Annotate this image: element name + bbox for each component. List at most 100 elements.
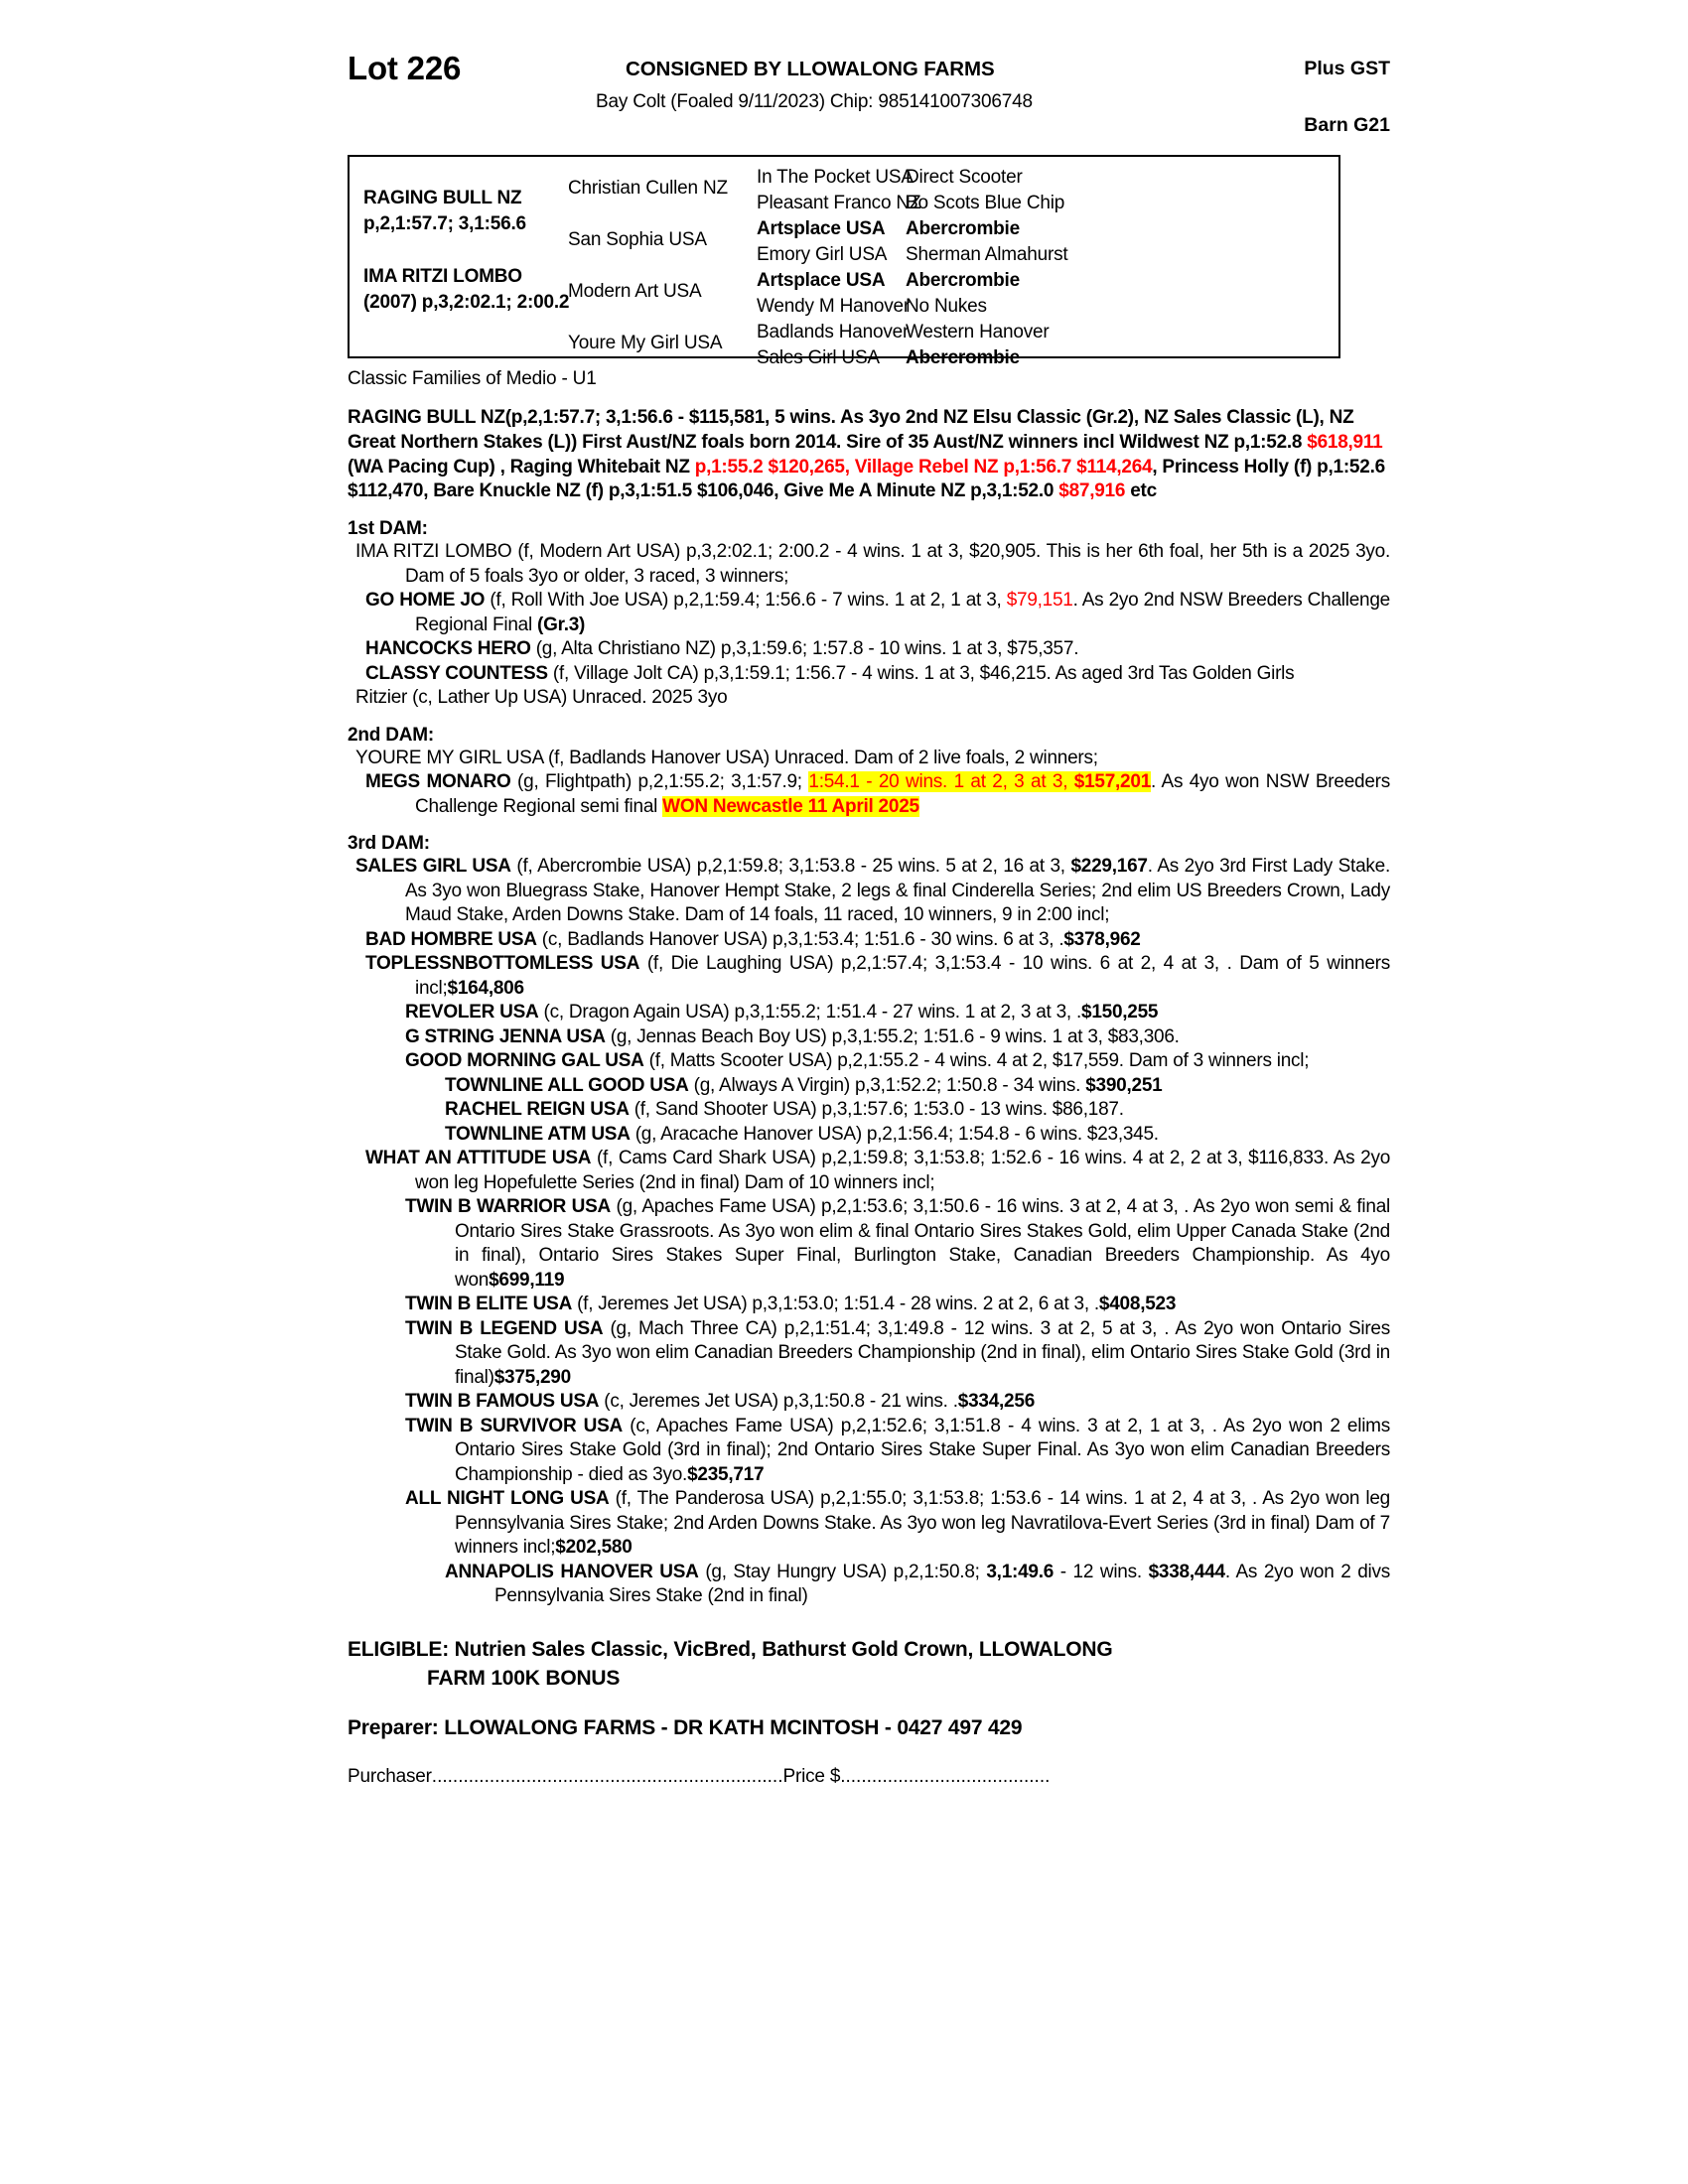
dam3-entry-name: ALL NIGHT LONG USA [405,1488,610,1510]
dam2-entry-highlight-2: WON Newcastle 11 April 2025 [662,795,919,817]
preparer-line: Preparer: LLOWALONG FARMS - DR KATH MCIN… [348,1715,1023,1739]
pedigree-gen4-5: No Nukes [906,296,987,317]
dam3-entry-text-a: (f, Sand Shooter USA) p,3,1:57.6; 1:53.0… [629,1099,1124,1121]
dam3-entry: TWIN B FAMOUS USA (c, Jeremes Jet USA) p… [348,1390,1390,1415]
dam3-entry: G STRING JENNA USA (g, Jennas Beach Boy … [348,1025,1390,1050]
pedigree-gen3-0: In The Pocket USA [757,167,914,188]
dam2-entry: MEGS MONARO (g, Flightpath) p,2,1:55.2; … [348,770,1390,819]
sire-earnings-1: $618,911 [1307,431,1383,453]
dam3-entry: GOOD MORNING GAL USA (f, Matts Scooter U… [348,1049,1390,1074]
pedigree-gen4-7: Abercrombie [906,347,1021,368]
dam1-entry-0: GO HOME JO (f, Roll With Joe USA) p,2,1:… [348,589,1390,637]
dam3-entry-name: TWIN B WARRIOR USA [405,1196,611,1218]
dam1-lead-text: (f, Modern Art USA) p,3,2:02.1; 2:00.2 -… [405,541,1391,587]
dam1-lead-name: IMA RITZI LOMBO [355,541,512,563]
dam3-entry-text-a: (g, Mach Three CA) p,2,1:51.4; 3,1:49.8 … [603,1317,1165,1339]
pedigree-gen3-1: Pleasant Franco NZ [757,193,921,213]
dam1-entry-0-text-b: . As 2yo 2nd NSW Breeders Challenge Regi… [415,590,1390,635]
dam1-heading: 1st DAM: [348,518,428,540]
dam2-entry-highlight-earnings: $157,201 [1073,771,1152,793]
dam3-entry: RACHEL REIGN USA (f, Sand Shooter USA) p… [348,1098,1390,1123]
dam3-entry-text-a: (g, Apaches Fame USA) p,2,1:53.6; 3,1:50… [610,1196,1185,1218]
sire-record: p,2,1:57.7; 3,1:56.6 [363,213,526,234]
pedigree-gen2-3: Youre My Girl USA [568,333,723,353]
eligible-block: ELIGIBLE: Nutrien Sales Classic, VicBred… [348,1635,1390,1693]
plus-gst-label: Plus GST [1304,58,1390,79]
dam3-entry-money: $408,523 [1098,1294,1177,1315]
dam3-entry-text-a: (g, Aracache Hanover USA) p,2,1:56.4; 1:… [630,1123,1159,1145]
dam3-entry: TWIN B SURVIVOR USA (c, Apaches Fame USA… [348,1415,1390,1488]
dam1-entry-0-earnings: $79,151 [1006,590,1073,612]
purchaser-line: Purchaser...............................… [348,1766,1390,1788]
sire-earnings-3: $87,916 [1058,480,1126,502]
dam1-entry-1-name: HANCOCKS HERO [365,638,531,660]
dam-name: IMA RITZI LOMBO [363,266,522,287]
dam3-entry-text-a: (c, Badlands Hanover USA) p,3,1:53.4; 1:… [536,928,1059,950]
dam3-entry-name: ANNAPOLIS HANOVER USA [445,1561,699,1582]
dam3-entry: BAD HOMBRE USA (c, Badlands Hanover USA)… [348,928,1390,953]
pedigree-gen4-4: Abercrombie [906,270,1021,291]
dam3-entry: TOWNLINE ALL GOOD USA (g, Always A Virgi… [348,1074,1390,1099]
page-header: Lot 226 CONSIGNED BY LLOWALONG FARMS Bay… [348,40,1390,149]
sire-paragraph-text-3: , Princess Holly (f) p,1:52.6 $112,470, … [348,456,1385,502]
pedigree-gen2-2: Modern Art USA [568,281,702,302]
dam3-entry: ANNAPOLIS HANOVER USA (g, Stay Hungry US… [348,1561,1390,1609]
dam3-entry-name: BAD HOMBRE USA [365,928,537,950]
dam3-entry-text-a: (f, Die Laughing USA) p,2,1:57.4; 3,1:53… [639,953,1227,975]
dam3-entry-text-b: . Dam of 5 winners incl; [415,953,1390,999]
dam3-entry: WHAT AN ATTITUDE USA (f, Cams Card Shark… [348,1147,1390,1195]
dam3-entry-name: GOOD MORNING GAL USA [405,1050,644,1072]
dam1-entry-2-name: CLASSY COUNTESS [365,662,548,684]
dam2-lead: YOURE MY GIRL USA (f, Badlands Hanover U… [355,747,1098,768]
dam3-entry-money: $378,962 [1063,928,1141,950]
sire-paragraph-name: RAGING BULL NZ [348,407,505,428]
dam3-entry-text-b: . [1093,1294,1099,1315]
dam3-entry-record: 3,1:49.6 [986,1561,1055,1582]
dam3-entry-name: TWIN B SURVIVOR USA [405,1415,624,1436]
pedigree-gen4-1: Bo Scots Blue Chip [906,193,1065,213]
classic-families: Classic Families of Medio - U1 [348,368,597,389]
sire-paragraph-text-4: etc [1125,480,1157,502]
dam3-entry: TWIN B WARRIOR USA (g, Apaches Fame USA)… [348,1195,1390,1293]
eligible-line-1: ELIGIBLE: Nutrien Sales Classic, VicBred… [348,1637,1113,1661]
purchaser-dots: ........................................… [431,1765,783,1787]
dam3-entry-text-a: (c, Apaches Fame USA) p,2,1:52.6; 3,1:51… [623,1415,1212,1436]
dam3-lead-text-a: (f, Abercrombie USA) p,2,1:59.8; 3,1:53.… [510,856,1071,878]
dam1-entry-0-name: GO HOME JO [365,590,486,612]
dam3-entry-text-c: . As 2yo won 2 divs Pennsylvania Sires S… [494,1561,1390,1607]
dam1-entry-2: CLASSY COUNTESS (f, Village Jolt CA) p,3… [348,662,1390,687]
dam3-entry: TOWNLINE ATM USA (g, Aracache Hanover US… [348,1123,1390,1148]
sire-paragraph-text-1: (p,2,1:57.7; 3,1:56.6 - $115,581, 5 wins… [348,407,1354,453]
eligible-line-2: FARM 100K BONUS [427,1666,621,1690]
pedigree-gen2-0: Christian Cullen NZ [568,178,728,199]
dam3-entry-money: $390,251 [1085,1074,1163,1096]
animal-description: Bay Colt (Foaled 9/11/2023) Chip: 985141… [596,91,1033,112]
dam3-entry-name: TOWNLINE ALL GOOD USA [445,1074,689,1096]
dam1-lead: IMA RITZI LOMBO (f, Modern Art USA) p,3,… [348,540,1390,589]
pedigree-gen4-2: Abercrombie [906,218,1021,239]
dam2-heading: 2nd DAM: [348,724,435,746]
dam3-entry-text-b: . [952,1391,958,1413]
dam2-entry-name: MEGS MONARO [365,771,511,793]
dam3-entry-list: BAD HOMBRE USA (c, Badlands Hanover USA)… [348,928,1390,1609]
sire-paragraph: RAGING BULL NZ(p,2,1:57.7; 3,1:56.6 - $1… [348,406,1390,504]
dam1-entry-2-text-a: (f, Village Jolt CA) p,3,1:59.1; 1:56.7 … [547,662,1295,684]
dam1-entry-1: HANCOCKS HERO (g, Alta Christiano NZ) p,… [348,637,1390,662]
dam3-lead-money: $229,167 [1070,856,1148,878]
dam1-entry-1-text-a: (g, Alta Christiano NZ) p,3,1:59.6; 1:57… [530,638,1079,660]
dam3-entry-money: $202,580 [555,1537,633,1559]
dam3-entry-money: $338,444 [1148,1561,1226,1582]
dam3-entry-text-a: (c, Jeremes Jet USA) p,3,1:50.8 - 21 win… [599,1391,953,1413]
dam3-entry-name: TOWNLINE ATM USA [445,1123,631,1145]
dam3-entry: TWIN B LEGEND USA (g, Mach Three CA) p,2… [348,1317,1390,1391]
dam3-entry-money: $334,256 [957,1391,1036,1413]
purchaser-label: Purchaser [348,1765,432,1787]
pedigree-gen3-4: Artsplace USA [757,270,886,291]
sire-name: RAGING BULL NZ [363,188,522,208]
pedigree-gen4-6: Western Hanover [906,322,1050,342]
pedigree-gen4-3: Sherman Almahurst [906,244,1068,265]
dam3-entry-name: G STRING JENNA USA [405,1025,606,1047]
dam3-entry-text-a: (g, Jennas Beach Boy US) p,3,1:55.2; 1:5… [605,1025,1180,1047]
pedigree-gen4-0: Direct Scooter [906,167,1023,188]
barn-label: Barn G21 [1304,114,1390,136]
